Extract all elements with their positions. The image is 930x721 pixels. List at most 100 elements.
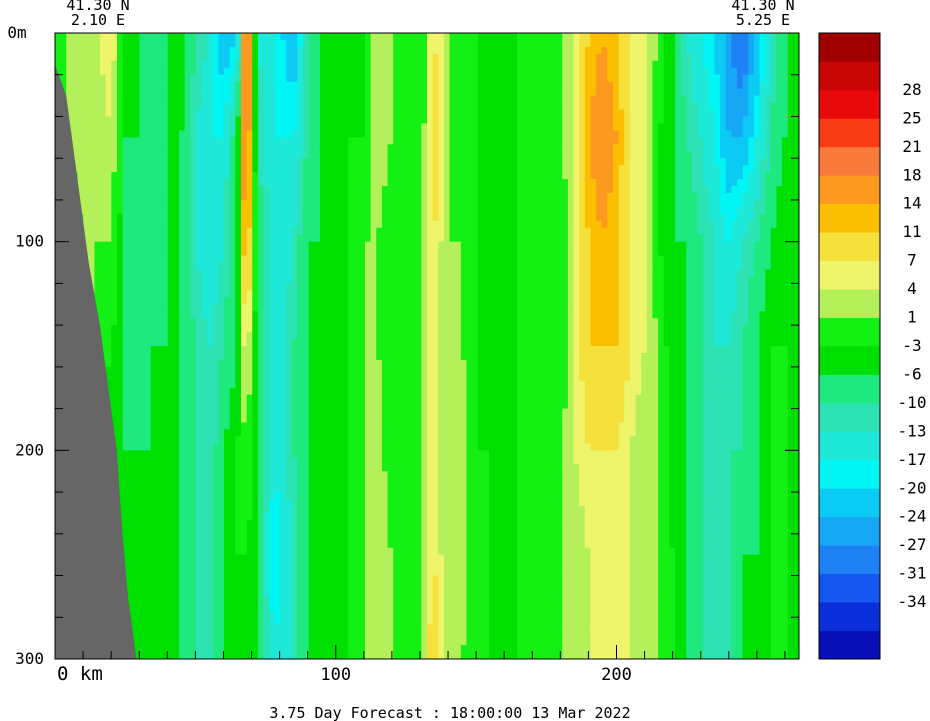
heatmap-cell (297, 60, 304, 69)
heatmap-cell (348, 283, 355, 291)
heatmap-cell (235, 74, 242, 83)
heatmap-cell (252, 297, 259, 305)
heatmap-cell (105, 186, 112, 194)
heatmap-cell (224, 74, 231, 83)
heatmap-cell (274, 151, 282, 159)
heatmap-cell (297, 624, 304, 632)
heatmap-cell (280, 311, 287, 319)
heatmap-cell (111, 332, 118, 340)
heatmap-cell (88, 248, 96, 257)
heatmap-cell (314, 248, 321, 257)
heatmap-cell (263, 596, 270, 604)
heatmap-cell (336, 589, 344, 597)
heatmap-cell (314, 339, 321, 347)
heatmap-cell (286, 624, 293, 632)
heatmap-cell (286, 213, 293, 222)
heatmap-cell (133, 234, 141, 243)
heatmap-cell (297, 81, 304, 90)
heatmap-cell (212, 547, 220, 556)
heatmap-cell (291, 450, 298, 458)
heatmap-cell (280, 88, 287, 97)
heatmap-cell (314, 540, 321, 549)
heatmap-cell (77, 165, 84, 173)
heatmap-cell (100, 318, 107, 326)
heatmap-cell (117, 172, 124, 180)
heatmap-cell (280, 67, 287, 76)
heatmap-cell (179, 130, 186, 138)
heatmap-cell (286, 130, 293, 138)
heatmap-cell (348, 401, 355, 410)
heatmap-cell (128, 144, 135, 152)
heatmap-cell (224, 464, 231, 472)
heatmap-cell (342, 366, 349, 375)
heatmap-cell (94, 165, 101, 173)
heatmap-cell (297, 227, 304, 236)
heatmap-cell (184, 568, 191, 577)
heatmap-cell (201, 33, 208, 41)
heatmap-cell (190, 151, 197, 159)
heatmap-cell (190, 165, 197, 173)
heatmap-cell (212, 582, 220, 591)
heatmap-cell (184, 617, 191, 625)
heatmap-cell (77, 33, 84, 41)
heatmap-cell (342, 457, 349, 465)
heatmap-cell (274, 332, 282, 340)
heatmap-cell (319, 248, 327, 257)
heatmap-cell (207, 645, 214, 653)
heatmap-cell (359, 276, 366, 284)
heatmap-cell (190, 505, 197, 514)
heatmap-cell (218, 255, 225, 264)
heatmap-cell (184, 436, 191, 444)
heatmap-cell (229, 554, 236, 563)
heatmap-cell (229, 603, 236, 611)
heatmap-cell (319, 526, 327, 535)
heatmap-cell (331, 457, 338, 465)
heatmap-cell (286, 255, 293, 264)
heatmap-cell (331, 394, 338, 403)
heatmap-cell (162, 540, 169, 549)
heatmap-cell (314, 533, 321, 542)
heatmap-cell (179, 366, 186, 375)
heatmap-cell (111, 116, 118, 125)
heatmap-cell (319, 130, 327, 138)
heatmap-cell (184, 192, 191, 201)
heatmap-cell (218, 325, 225, 333)
heatmap-cell (246, 443, 253, 451)
heatmap-cell (291, 346, 298, 354)
heatmap-cell (359, 394, 366, 403)
heatmap-cell (173, 380, 180, 389)
heatmap-cell (218, 227, 225, 236)
heatmap-cell (319, 213, 327, 222)
heatmap-cell (269, 81, 276, 90)
heatmap-cell (145, 74, 152, 83)
heatmap-cell (252, 610, 259, 618)
heatmap-cell (365, 158, 372, 166)
heatmap-cell (303, 262, 310, 271)
heatmap-cell (336, 499, 344, 507)
heatmap-cell (133, 46, 141, 55)
heatmap-cell (336, 394, 344, 403)
heatmap-cell (212, 109, 220, 118)
heatmap-cell (319, 401, 327, 410)
heatmap-cell (359, 533, 366, 542)
heatmap-cell (173, 596, 180, 604)
heatmap-cell (139, 276, 146, 284)
heatmap-cell (241, 255, 248, 264)
heatmap-cell (150, 53, 158, 62)
heatmap-cell (365, 60, 372, 69)
heatmap-cell (88, 276, 96, 284)
heatmap-cell (336, 575, 344, 584)
heatmap-cell (235, 186, 242, 194)
heatmap-cell (274, 631, 282, 639)
heatmap-cell (308, 311, 315, 319)
heatmap-cell (139, 234, 146, 243)
heatmap-cell (184, 39, 191, 48)
heatmap-cell (190, 429, 197, 438)
heatmap-cell (167, 505, 174, 514)
heatmap-cell (297, 443, 304, 451)
heatmap-cell (274, 179, 282, 187)
heatmap-cell (246, 234, 253, 243)
heatmap-cell (291, 519, 298, 528)
heatmap-cell (291, 429, 298, 438)
heatmap-cell (145, 554, 152, 563)
